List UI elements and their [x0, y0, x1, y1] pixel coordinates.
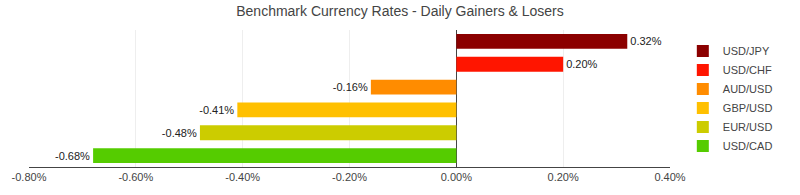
svg-text:EUR/USD: EUR/USD — [723, 121, 773, 133]
svg-text:0.32%: 0.32% — [630, 35, 661, 47]
svg-text:-0.80%: -0.80% — [12, 171, 47, 183]
svg-text:USD/JPY: USD/JPY — [723, 45, 770, 57]
svg-text:-0.16%: -0.16% — [333, 81, 368, 93]
svg-text:-0.20%: -0.20% — [332, 171, 367, 183]
svg-text:-0.40%: -0.40% — [225, 171, 260, 183]
svg-text:GBP/USD: GBP/USD — [723, 102, 773, 114]
svg-text:Benchmark Currency Rates - Dai: Benchmark Currency Rates - Daily Gainers… — [236, 3, 564, 19]
svg-text:0.20%: 0.20% — [566, 58, 597, 70]
svg-text:0.40%: 0.40% — [654, 171, 685, 183]
svg-text:USD/CAD: USD/CAD — [723, 140, 773, 152]
svg-text:AUD/USD: AUD/USD — [723, 83, 773, 95]
svg-text:-0.60%: -0.60% — [118, 171, 153, 183]
svg-text:0.00%: 0.00% — [441, 171, 472, 183]
svg-text:-0.68%: -0.68% — [55, 150, 90, 162]
svg-text:-0.48%: -0.48% — [162, 127, 197, 139]
svg-text:-0.41%: -0.41% — [199, 104, 234, 116]
svg-text:USD/CHF: USD/CHF — [723, 64, 772, 76]
svg-text:0.20%: 0.20% — [548, 171, 579, 183]
